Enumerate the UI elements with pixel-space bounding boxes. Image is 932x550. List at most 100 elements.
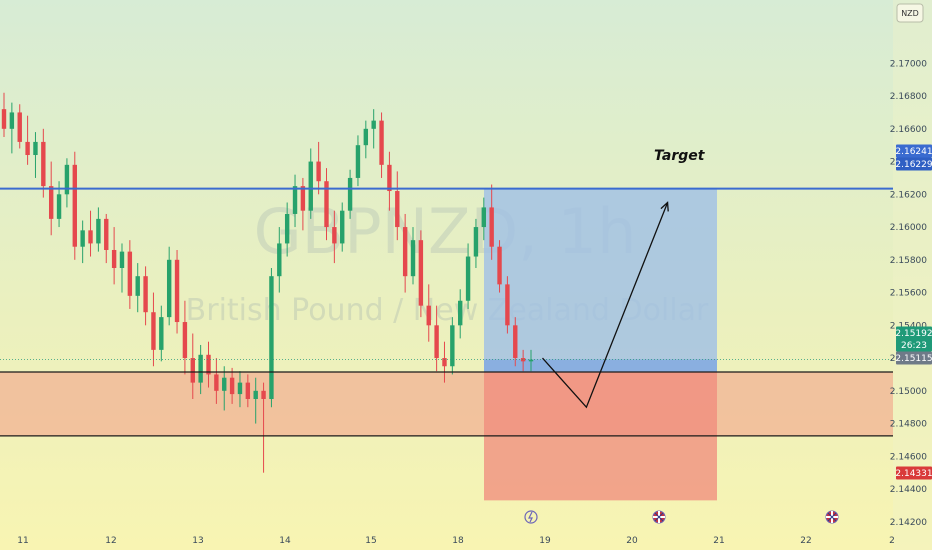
candle-body xyxy=(206,354,211,375)
candle-body xyxy=(143,276,148,313)
candle-body xyxy=(127,251,133,296)
candle-body xyxy=(410,240,416,277)
candle-body xyxy=(308,161,313,211)
target-label: Target xyxy=(654,148,706,164)
candle-body xyxy=(33,141,38,156)
x-tick-label: 11 xyxy=(17,536,28,546)
projection-arrowhead xyxy=(660,201,669,212)
candle-body xyxy=(96,218,101,244)
x-tick-label: 14 xyxy=(279,536,291,546)
price-badge xyxy=(896,351,932,365)
candle-body xyxy=(277,243,282,277)
candle-body xyxy=(497,246,502,285)
y-tick-label: 2.14600 xyxy=(890,452,927,462)
candle-body xyxy=(237,382,243,395)
event-markers[interactable] xyxy=(524,510,839,524)
candle-body xyxy=(261,390,266,399)
candle-body xyxy=(513,325,518,359)
candle-body xyxy=(245,382,251,399)
candle-body xyxy=(363,128,369,146)
candle-body xyxy=(229,377,235,395)
price-badge-text: 2.14331 xyxy=(895,469,932,479)
x-tick-label: 18 xyxy=(452,536,464,546)
price-badge-text: 2.15192 xyxy=(895,329,932,339)
candle-body xyxy=(253,390,258,399)
candle-body xyxy=(119,251,125,268)
candle-body xyxy=(426,305,431,326)
candle-body xyxy=(269,276,274,399)
support-zone xyxy=(0,371,893,436)
candle-body xyxy=(88,230,93,244)
candle-body xyxy=(347,177,353,211)
y-tick-label: 2.14200 xyxy=(890,518,927,528)
candle-body xyxy=(151,312,156,350)
y-tick-label: 2.17000 xyxy=(890,59,927,69)
candle-body xyxy=(41,141,46,187)
profit-zone xyxy=(484,188,717,372)
x-tick-label: 2 xyxy=(889,536,895,546)
y-tick-label: 2.15800 xyxy=(890,256,927,266)
currency-label: NZD xyxy=(901,9,919,18)
candle-body xyxy=(48,186,54,219)
uk-flag-icon[interactable] xyxy=(825,510,839,524)
y-tick-label: 2.15600 xyxy=(890,289,927,299)
y-tick-label: 2.16000 xyxy=(890,223,927,233)
x-tick-label: 22 xyxy=(800,536,811,546)
price-badge xyxy=(896,144,932,158)
lightning-icon[interactable] xyxy=(524,510,538,524)
candle-body xyxy=(418,240,424,306)
candle-body xyxy=(190,358,195,383)
price-badge-text: 2.16241 xyxy=(895,147,932,157)
candle-body xyxy=(520,358,526,362)
candle-body xyxy=(1,109,7,129)
candle-body xyxy=(284,213,290,244)
candle-body xyxy=(387,164,392,192)
candle-body xyxy=(72,164,77,247)
price-labels: 2.16241 2.16229 2.15192 26:23 2.15115 2.14331 xyxy=(895,144,932,480)
price-badge-text: 2.15115 xyxy=(895,354,932,364)
candle-body xyxy=(332,227,337,244)
price-badge-text: 2.16229 xyxy=(895,160,932,170)
candle-body xyxy=(174,259,180,323)
x-tick-label: 21 xyxy=(713,536,724,546)
candle-body xyxy=(104,218,109,250)
candle-body xyxy=(56,194,62,219)
candle-body xyxy=(355,145,361,178)
candle-body xyxy=(17,112,22,142)
price-badge xyxy=(896,466,932,480)
y-tick-label: 2.15000 xyxy=(890,387,927,397)
candle-body xyxy=(222,377,227,391)
candle-body xyxy=(324,181,329,228)
candle-body xyxy=(450,325,455,367)
y-tick-label: 2.15400 xyxy=(890,321,927,331)
x-tick-label: 15 xyxy=(365,536,376,546)
candle-body xyxy=(379,120,384,165)
y-tick-label: 2.14400 xyxy=(890,485,927,495)
currency-box[interactable] xyxy=(896,3,924,23)
candle-body xyxy=(214,374,219,391)
uk-flag-icon[interactable] xyxy=(652,510,666,524)
candle-body xyxy=(166,259,172,318)
time-axis: 11 12 13 14 15 18 19 20 21 22 2 xyxy=(17,510,895,546)
price-axis: NZD 2.170002.168002.166002.164002.162002… xyxy=(890,0,932,550)
projection-path xyxy=(542,202,669,409)
x-axis-ticks: 11 12 13 14 15 18 19 20 21 22 2 xyxy=(17,536,895,546)
y-tick-label: 2.16800 xyxy=(890,92,927,102)
candle-body xyxy=(198,354,203,383)
candle-body xyxy=(395,191,400,228)
candle-body xyxy=(80,230,85,247)
candle-body xyxy=(111,249,117,268)
overlay-layer xyxy=(0,187,893,437)
candle-body xyxy=(9,112,15,129)
candles-layer xyxy=(1,92,534,473)
x-tick-label: 12 xyxy=(105,536,116,546)
candle-body xyxy=(505,284,510,326)
price-axis-background xyxy=(893,0,932,550)
y-tick-label: 2.16200 xyxy=(890,190,927,200)
candle-body xyxy=(489,207,494,247)
candle-body xyxy=(64,164,70,195)
candle-body xyxy=(300,186,306,211)
candle-body xyxy=(371,120,376,129)
x-tick-label: 20 xyxy=(626,536,638,546)
